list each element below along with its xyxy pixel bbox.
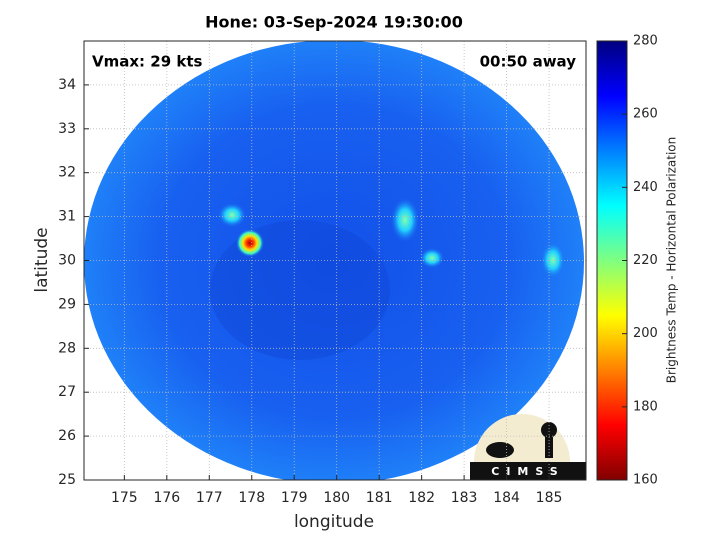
swath-feature xyxy=(218,203,246,227)
x-axis-label: longitude xyxy=(294,512,374,532)
annotation: Vmax: 29 kts xyxy=(92,53,202,71)
x-tick-label: 177 xyxy=(196,490,223,506)
colorbar-tick-label: 220 xyxy=(633,253,658,268)
y-tick-label: 26 xyxy=(58,428,76,444)
colorbar-tick-label: 280 xyxy=(633,34,658,49)
colorbar-label: Brightness Temp - Horizontal Polarizatio… xyxy=(665,137,679,384)
colorbar-tick-label: 240 xyxy=(633,180,658,195)
swath-feature xyxy=(541,242,565,278)
x-tick-label: 178 xyxy=(238,490,265,506)
x-tick-label: 184 xyxy=(493,490,520,506)
x-tick-label: 179 xyxy=(281,490,308,506)
y-tick-label: 31 xyxy=(58,209,76,225)
x-tick-label: 175 xyxy=(111,490,138,506)
x-tick-label: 182 xyxy=(408,490,435,506)
x-tick-label: 176 xyxy=(153,490,180,506)
y-tick-label: 34 xyxy=(58,77,76,93)
x-tick-label: 180 xyxy=(323,490,350,506)
y-tick-label: 30 xyxy=(58,253,76,269)
y-tick-label: 27 xyxy=(58,384,76,400)
colorbar-tick-label: 200 xyxy=(633,326,658,341)
y-tick-label: 25 xyxy=(58,472,76,488)
x-tick-label: 183 xyxy=(451,490,478,506)
chart-title: Hone: 03-Sep-2024 19:30:00 xyxy=(205,13,463,32)
y-tick-label: 29 xyxy=(58,296,76,312)
swath-feature xyxy=(391,198,419,242)
x-tick-label: 181 xyxy=(366,490,393,506)
logo-text: CIMSS xyxy=(491,465,564,478)
x-tick-label: 185 xyxy=(536,490,563,506)
colorbar-tick-label: 180 xyxy=(633,399,658,414)
y-tick-label: 28 xyxy=(58,340,76,356)
y-tick-label: 32 xyxy=(58,165,76,181)
annotation: 00:50 away xyxy=(480,53,577,71)
colorbar-tick-label: 160 xyxy=(633,473,658,488)
colorbar-tick-label: 260 xyxy=(633,107,658,122)
logo: CIMSS xyxy=(470,414,586,480)
swath-feature xyxy=(236,229,264,257)
y-axis-label: latitude xyxy=(32,227,52,292)
y-tick-label: 33 xyxy=(58,121,76,137)
swath-feature xyxy=(420,248,444,268)
